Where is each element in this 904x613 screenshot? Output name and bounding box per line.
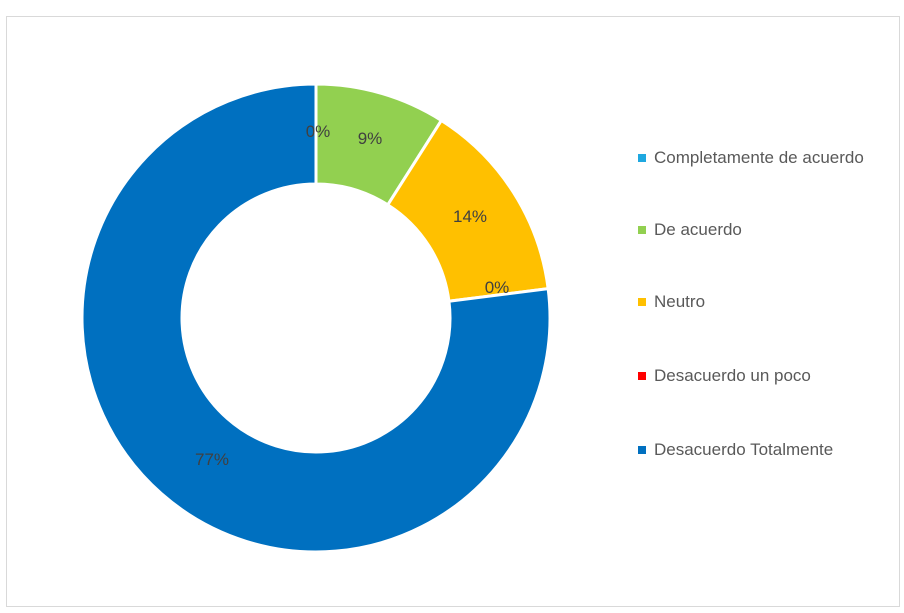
legend-label: De acuerdo (654, 220, 742, 239)
data-label-completamente-de-acuerdo: 0% (306, 122, 331, 141)
legend-item-desacuerdo-un-poco: Desacuerdo un poco (638, 364, 864, 388)
legend-swatch (638, 298, 646, 306)
legend-label: Completamente de acuerdo (654, 148, 864, 167)
legend-swatch (638, 372, 646, 380)
slice-desacuerdo-totalmente (80, 82, 552, 554)
legend-label: Neutro (654, 292, 706, 311)
data-label-neutro: 14% (453, 207, 487, 226)
legend-swatch (638, 154, 646, 162)
legend-label: Desacuerdo Totalmente (654, 440, 834, 459)
legend-item-neutro: Neutro (638, 290, 864, 314)
legend-swatch (638, 446, 646, 454)
legend-item-completamente-de-acuerdo: Completamente de acuerdo (638, 146, 864, 170)
legend-swatch (638, 226, 646, 234)
data-label-de-acuerdo: 9% (358, 129, 383, 148)
legend-item-desacuerdo-totalmente: Desacuerdo Totalmente (638, 438, 864, 462)
legend-label: Desacuerdo un poco (654, 366, 811, 385)
data-label-desacuerdo-totalmente: 77% (195, 450, 229, 469)
data-label-desacuerdo-un-poco: 0% (485, 278, 510, 297)
legend-item-de-acuerdo: De acuerdo (638, 218, 864, 242)
